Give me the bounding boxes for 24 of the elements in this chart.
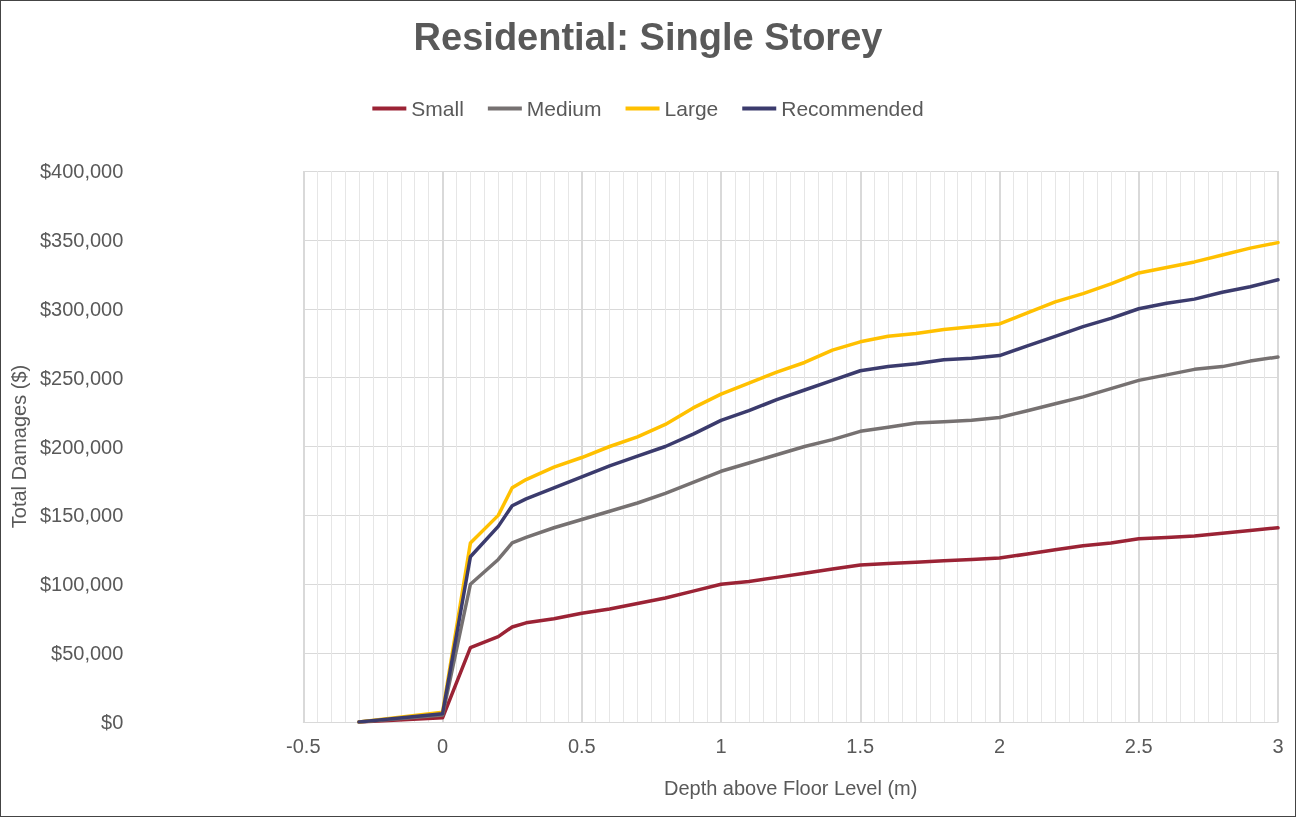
y-tick-label: $350,000 — [39, 228, 124, 251]
y-tick-label: $100,000 — [39, 573, 124, 596]
x-tick-label: 1.5 — [846, 735, 875, 757]
y-axis-title: Total Damages ($) — [8, 364, 30, 529]
x-tick-label: 1 — [715, 735, 727, 757]
x-tick-label: 0 — [437, 735, 449, 757]
x-tick-label: 2 — [993, 735, 1006, 757]
y-tick-label: $400,000 — [39, 160, 124, 182]
legend-label: Recommended — [781, 97, 924, 120]
x-tick-label: 2.5 — [1124, 735, 1153, 757]
y-tick-label: $200,000 — [39, 435, 124, 458]
x-tick-label: -0.5 — [286, 735, 321, 757]
legend-label: Large — [664, 97, 719, 120]
x-axis-title: Depth above Floor Level (m) — [663, 777, 918, 799]
x-tick-label: 0.5 — [567, 735, 596, 757]
y-tick-label: $50,000 — [51, 642, 124, 665]
chart-title: Residential: Single Storey — [413, 16, 883, 58]
y-tick-label: $300,000 — [39, 297, 124, 320]
legend-label: Small — [411, 97, 464, 120]
y-tick-label: $150,000 — [39, 504, 124, 527]
legend-label: Medium — [526, 97, 602, 120]
y-tick-label: $0 — [101, 711, 124, 733]
x-tick-label: 3 — [1272, 735, 1284, 757]
y-tick-label: $250,000 — [39, 366, 124, 389]
